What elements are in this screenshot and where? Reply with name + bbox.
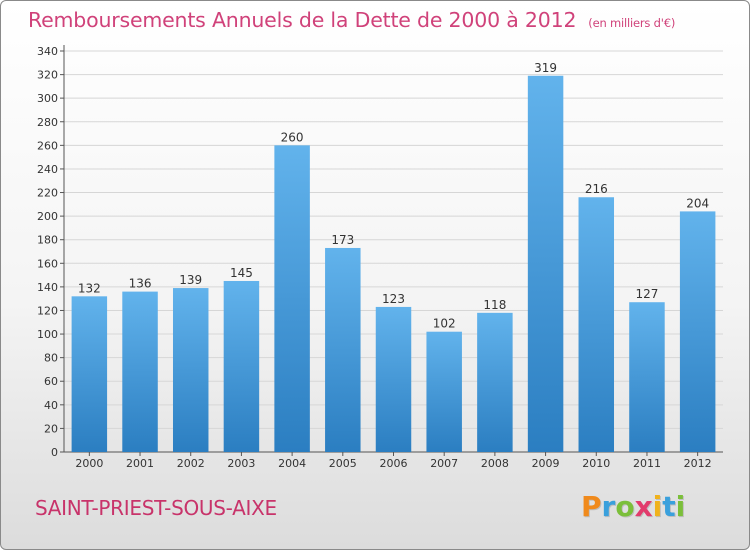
x-tick-label-2010: 2010 <box>582 457 610 470</box>
y-tick-label: 260 <box>37 139 58 152</box>
y-tick-label: 240 <box>37 163 58 176</box>
y-tick-label: 180 <box>37 234 58 247</box>
bar-2008 <box>477 312 513 452</box>
x-tick-label-2008: 2008 <box>481 457 509 470</box>
x-tick-label-2007: 2007 <box>430 457 458 470</box>
data-label-2011: 127 <box>636 287 659 301</box>
y-tick-label: 120 <box>37 304 58 317</box>
bar-2010 <box>578 197 615 452</box>
y-tick-label: 100 <box>37 328 58 341</box>
x-tick-label-2011: 2011 <box>633 457 661 470</box>
y-tick-label: 140 <box>37 281 58 294</box>
bar-2002 <box>172 288 209 452</box>
y-tick-label: 20 <box>44 422 58 435</box>
y-tick-label: 0 <box>51 446 58 459</box>
bar-2000 <box>71 296 108 452</box>
y-tick-label: 320 <box>37 69 58 82</box>
data-label-2004: 260 <box>281 130 304 144</box>
data-label-2003: 145 <box>230 266 253 280</box>
data-label-2001: 136 <box>129 277 152 291</box>
bar-2001 <box>122 291 158 452</box>
data-label-2009: 319 <box>534 61 557 75</box>
y-tick-label: 160 <box>37 257 58 270</box>
x-tick-label-2009: 2009 <box>532 457 560 470</box>
x-tick-label-2004: 2004 <box>278 457 306 470</box>
bar-2007 <box>426 331 462 452</box>
x-tick-label-2012: 2012 <box>684 457 712 470</box>
bar-2003 <box>223 280 260 452</box>
data-label-2007: 102 <box>433 317 456 331</box>
bar-2012 <box>679 211 716 452</box>
x-tick-label-2006: 2006 <box>380 457 408 470</box>
bar-2011 <box>629 302 665 452</box>
bar-2004 <box>274 145 310 452</box>
commune-name: SAINT-PRIEST-SOUS-AIXE <box>35 496 277 520</box>
proxiti-logo: Proxiti <box>581 490 686 523</box>
y-tick-label: 60 <box>44 375 58 388</box>
data-label-2008: 118 <box>483 298 506 312</box>
y-tick-label: 220 <box>37 187 58 200</box>
data-label-2000: 132 <box>78 281 101 295</box>
y-tick-label: 300 <box>37 92 58 105</box>
y-tick-label: 200 <box>37 210 58 223</box>
y-tick-label: 280 <box>37 116 58 129</box>
bar-2006 <box>375 306 412 452</box>
x-tick-label-2000: 2000 <box>75 457 103 470</box>
data-label-2006: 123 <box>382 292 405 306</box>
x-tick-label-2003: 2003 <box>227 457 255 470</box>
y-tick-label: 80 <box>44 352 58 365</box>
bar-2009 <box>527 75 564 453</box>
data-label-2005: 173 <box>331 233 354 247</box>
x-tick-label-2002: 2002 <box>177 457 205 470</box>
y-tick-label: 340 <box>37 45 58 58</box>
y-tick-label: 40 <box>44 399 58 412</box>
data-label-2010: 216 <box>585 182 608 196</box>
chart-unit: (en milliers d'€) <box>588 16 676 30</box>
data-label-2012: 204 <box>686 196 709 210</box>
bar-2005 <box>325 247 361 452</box>
x-tick-label-2005: 2005 <box>329 457 357 470</box>
data-label-2002: 139 <box>179 273 202 287</box>
x-tick-label-2001: 2001 <box>126 457 154 470</box>
chart-title-text: Remboursements Annuels de la Dette de 20… <box>28 8 577 32</box>
chart-title: Remboursements Annuels de la Dette de 20… <box>28 8 675 32</box>
